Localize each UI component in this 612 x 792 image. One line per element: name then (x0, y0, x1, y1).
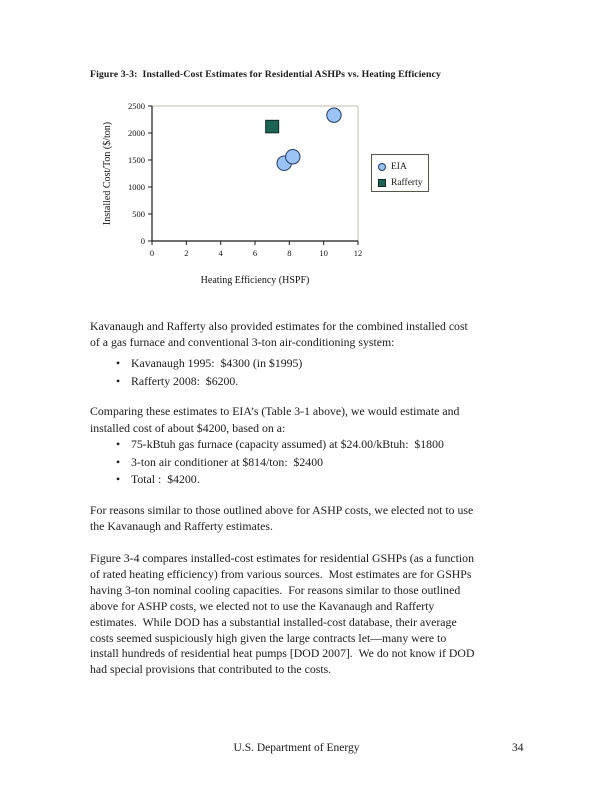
text-line: installed cost of about $4200, based on … (90, 420, 286, 435)
x-tick-label: 2 (184, 248, 188, 258)
chart-legend: EIA Rafferty (371, 154, 429, 192)
legend-item-eia: EIA (378, 159, 428, 175)
bullet-item: • 3-ton air conditioner at $814/ton: $24… (116, 454, 444, 472)
legend-label-rafferty: Rafferty (391, 178, 423, 188)
paragraph-4: Figure 3-4 compares installed-cost estim… (90, 551, 474, 678)
bullet-list-1: • Kavanaugh 1995: $4300 (in $1995) • Raf… (116, 354, 302, 390)
text-line: having 3-ton nominal cooling capacities.… (90, 582, 461, 597)
bullet-text: Kavanaugh 1995: $4300 (in $1995) (131, 356, 303, 370)
bullet-text: Total : $4200. (131, 472, 200, 487)
data-point-eia-1 (285, 149, 301, 165)
figure-chart: 0 2 4 6 8 10 12 0 500 1000 1500 2000 2500 Heating Eff… (95, 90, 565, 305)
text-line: the Kavanaugh and Rafferty estimates. (90, 519, 273, 534)
figure-caption: Figure 3-3: Installed-Cost Estimates for… (90, 69, 441, 80)
y-axis-title: Installed Cost/Ton ($/ton) (102, 122, 113, 225)
y-tick-label: 2000 (128, 128, 145, 138)
eia-circle-marker-icon (378, 163, 386, 171)
text-line: of rated heating efficiency) from variou… (90, 566, 472, 581)
x-tick-label: 4 (219, 248, 224, 258)
text-line: Kavanaugh and Rafferty also provided est… (90, 319, 468, 333)
x-tick-label: 10 (319, 248, 328, 258)
paragraph-1: Kavanaugh and Rafferty also provided est… (90, 318, 468, 350)
bullet-text: Rafferty 2008: $6200. (131, 374, 239, 389)
x-tick-label: 6 (253, 248, 257, 258)
bullet-icon: • (116, 374, 121, 389)
y-tick-label: 2500 (128, 101, 145, 111)
page-number: 34 (512, 742, 524, 754)
bullet-icon: • (116, 437, 121, 451)
y-tick-label: 1000 (128, 182, 145, 192)
bullet-text: 3-ton air conditioner at $814/ton: $2400 (131, 454, 323, 469)
x-tick-label: 0 (150, 248, 154, 258)
legend-label-eia: EIA (391, 162, 407, 172)
text-line: Comparing these estimates to EIA’s (Tabl… (90, 404, 460, 418)
legend-item-rafferty: Rafferty (378, 175, 428, 191)
y-tick-label: 0 (141, 236, 145, 246)
y-tick-label: 1500 (128, 155, 145, 165)
bullet-list-2: • 75-kBtuh gas furnace (capacity assumed… (116, 436, 444, 489)
x-tick-label: 8 (287, 248, 291, 258)
text-line: install hundreds of residential heat pum… (90, 646, 475, 661)
data-point-rafferty-0 (265, 119, 280, 134)
text-line: For reasons similar to those outlined ab… (90, 503, 474, 517)
text-line: costs seemed suspiciously high given the… (90, 630, 447, 645)
rafferty-square-marker-icon (378, 179, 386, 187)
text-line: above for ASHP costs, we elected not to … (90, 598, 435, 613)
bullet-icon: • (116, 356, 121, 370)
footer-text: U.S. Department of Energy (233, 742, 360, 754)
chart-svg: 0 2 4 6 8 10 12 0 500 1000 1500 2000 2500 Heating Eff… (102, 101, 363, 286)
text-line: Figure 3-4 compares installed-cost estim… (90, 551, 474, 565)
y-tick-label: 500 (132, 209, 145, 219)
paragraph-2: Comparing these estimates to EIA’s (Tabl… (90, 403, 459, 436)
bullet-item: • Rafferty 2008: $6200. (116, 372, 302, 390)
data-point-eia-2 (326, 107, 342, 123)
bullet-icon: • (116, 472, 121, 487)
bullet-item: • Total : $4200. (116, 471, 444, 489)
paragraph-3: For reasons similar to those outlined ab… (90, 502, 473, 535)
bullet-item: • Kavanaugh 1995: $4300 (in $1995) (116, 354, 302, 372)
bullet-icon: • (116, 454, 121, 469)
text-line: had special provisions that contributed … (90, 662, 332, 677)
x-axis-title: Heating Efficiency (HSPF) (201, 275, 310, 286)
text-line: estimates. While DOD has a substantial i… (90, 614, 457, 629)
text-line: of a gas furnace and conventional 3-ton … (90, 335, 395, 350)
bullet-item: • 75-kBtuh gas furnace (capacity assumed… (116, 436, 444, 454)
x-tick-label: 12 (354, 248, 363, 258)
bullet-text: 75-kBtuh gas furnace (capacity assumed) … (131, 437, 444, 451)
